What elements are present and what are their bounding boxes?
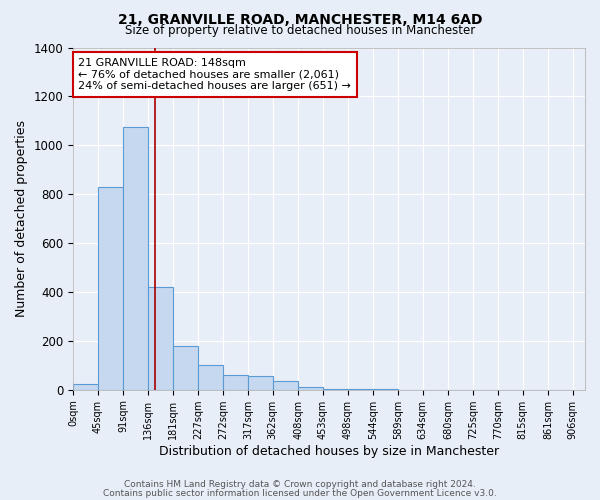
Bar	[248, 376, 273, 390]
Bar	[173, 346, 198, 390]
X-axis label: Distribution of detached houses by size in Manchester: Distribution of detached houses by size …	[159, 444, 499, 458]
Text: Size of property relative to detached houses in Manchester: Size of property relative to detached ho…	[125, 24, 475, 37]
Y-axis label: Number of detached properties: Number of detached properties	[15, 120, 28, 317]
Text: Contains HM Land Registry data © Crown copyright and database right 2024.: Contains HM Land Registry data © Crown c…	[124, 480, 476, 489]
Text: Contains public sector information licensed under the Open Government Licence v3: Contains public sector information licen…	[103, 488, 497, 498]
Text: 21 GRANVILLE ROAD: 148sqm
← 76% of detached houses are smaller (2,061)
24% of se: 21 GRANVILLE ROAD: 148sqm ← 76% of detac…	[78, 58, 351, 91]
Bar	[198, 366, 223, 390]
Bar	[148, 287, 173, 390]
Bar	[323, 388, 348, 390]
Bar	[298, 388, 323, 390]
Bar	[98, 187, 122, 390]
Bar	[373, 388, 398, 390]
Bar	[348, 388, 373, 390]
Bar	[123, 127, 148, 390]
Bar	[223, 375, 248, 390]
Bar	[273, 381, 298, 390]
Text: 21, GRANVILLE ROAD, MANCHESTER, M14 6AD: 21, GRANVILLE ROAD, MANCHESTER, M14 6AD	[118, 12, 482, 26]
Bar	[73, 384, 98, 390]
